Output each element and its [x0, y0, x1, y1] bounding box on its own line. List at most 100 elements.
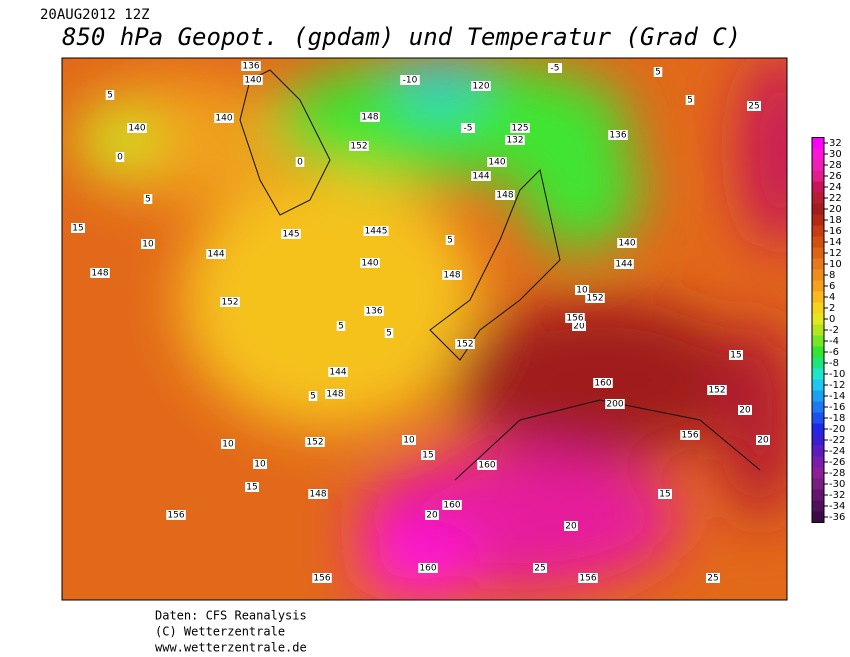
colorbar-label: -28 [829, 468, 845, 479]
contour-label-box [143, 194, 153, 204]
footer-line: (C) Wetterzentrale [155, 625, 285, 639]
map-frame [61, 57, 788, 601]
colorbar-segment [812, 412, 824, 424]
colorbar-label: -34 [829, 501, 845, 512]
colorbar-segment [812, 357, 824, 369]
colorbar-segment [812, 368, 824, 380]
contour-label-box [221, 439, 235, 449]
contour-label-box [487, 157, 507, 167]
contour-label-box [510, 123, 530, 133]
contour-label-box [384, 328, 394, 338]
colorbar-segment [812, 181, 824, 193]
contour-label: 148 [496, 191, 513, 201]
contour-label: 25 [534, 564, 545, 574]
contour-label-box [325, 389, 345, 399]
colorbar-segment [812, 445, 824, 457]
contour-label: 5 [687, 96, 693, 106]
colorbar-segment [812, 467, 824, 479]
contour-label-box [653, 67, 663, 77]
colorbar-label: 28 [829, 160, 842, 171]
contour-label-box [305, 437, 325, 447]
contour-label-box [328, 367, 348, 377]
contour-label: 5 [145, 195, 151, 205]
contour-label: 132 [506, 136, 523, 146]
colorbar-label: 20 [829, 204, 842, 215]
contour-label-box [585, 293, 605, 303]
colorbar-segment [812, 247, 824, 259]
colorbar-label: 8 [829, 270, 835, 281]
contour-label-box [495, 190, 515, 200]
contour-label: 136 [609, 131, 626, 141]
colorbar-label: 6 [829, 281, 835, 292]
colorbar-segment [812, 324, 824, 336]
contour-label: 140 [244, 76, 261, 86]
colorbar-label: -6 [829, 347, 839, 358]
contour-label-box [364, 306, 384, 316]
colorbar-label: -18 [829, 413, 845, 424]
colorbar-label: 0 [829, 314, 835, 325]
date: 20AUG2012 12Z [40, 7, 150, 23]
contour-label-box [105, 90, 115, 100]
contour-label: 156 [579, 574, 596, 584]
colorbar-frame [811, 137, 825, 523]
contour-label-box [575, 285, 589, 295]
contour-label-box [548, 63, 562, 73]
contour-label-box [461, 123, 475, 133]
contour-label: 0 [297, 158, 303, 168]
contour-label-box [614, 259, 634, 269]
contour-label: 148 [326, 390, 343, 400]
contour-label-box [206, 249, 226, 259]
contour-label-box [756, 435, 770, 445]
contour-label: 156 [681, 431, 698, 441]
contour-label: 15 [659, 490, 670, 500]
contour-label: 15 [72, 224, 83, 234]
contour-label: 136 [365, 307, 382, 317]
footer-line: Daten: CFS Reanalysis [155, 609, 307, 623]
contour-label-box [565, 313, 585, 323]
contour-label-box [308, 391, 318, 401]
contour-label: 15 [422, 451, 433, 461]
contour-label: 10 [576, 286, 588, 296]
contour-label-box [471, 81, 491, 91]
contour-label-box [706, 573, 720, 583]
contour-label: 10 [222, 440, 234, 450]
contour-label-box [605, 399, 625, 409]
colorbar-label: 10 [829, 259, 842, 270]
colorbar-segment [812, 291, 824, 303]
contour-label: 160 [443, 501, 460, 511]
contour-label-box [295, 157, 305, 167]
contour-label-box [572, 321, 586, 331]
contour-label-box [608, 130, 628, 140]
contour-label: -10 [403, 76, 418, 86]
contour-label-box [363, 226, 389, 236]
colorbar-segment [812, 423, 824, 435]
contour-label-box [578, 573, 598, 583]
contour-label-box [281, 229, 301, 239]
contour-label-box [71, 223, 85, 233]
contour-label: 20 [426, 511, 438, 521]
colorbar-segment [812, 269, 824, 281]
footer-line: www.wetterzentrale.de [155, 641, 307, 655]
colorbar-segment [812, 137, 824, 149]
contour-label: 144 [472, 172, 489, 182]
contour-label-box [360, 112, 380, 122]
contour-label-box [243, 75, 263, 85]
contour-label-box [533, 563, 547, 573]
colorbar-label: -26 [829, 457, 845, 468]
contour-label: 148 [309, 490, 326, 500]
contour-label: 10 [403, 436, 415, 446]
colorbar-label: -22 [829, 435, 845, 446]
colorbar-segment [812, 346, 824, 358]
contour-label: 10 [254, 460, 266, 470]
contour-label: 136 [242, 62, 259, 72]
colorbar-segment [812, 511, 824, 523]
contour-label-box [418, 563, 438, 573]
colorbar-label: -24 [829, 446, 845, 457]
colorbar-segment [812, 236, 824, 248]
colorbar-label: -32 [829, 490, 845, 501]
contour-label: 5 [447, 236, 453, 246]
colorbar-label: -30 [829, 479, 845, 490]
contour-label: 152 [586, 294, 603, 304]
colorbar-label: 4 [829, 292, 835, 303]
contour-label-box [115, 152, 125, 162]
